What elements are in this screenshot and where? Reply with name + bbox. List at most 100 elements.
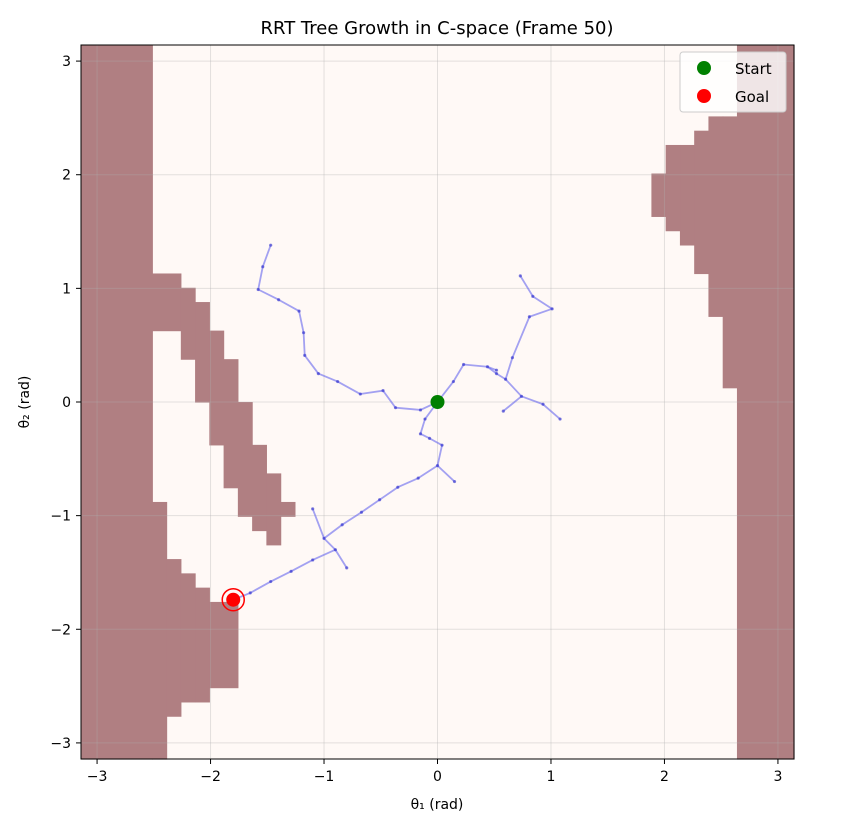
y-tick-label: −3 [50,736,71,752]
tree-edge [486,365,498,372]
tree-node [558,417,562,421]
tree-edge [359,389,384,395]
tree-edge [298,310,305,334]
obstacle-cell [665,144,681,232]
y-axis-label: θ₂ (rad) [17,376,33,429]
tree-node [393,406,398,410]
tree-node [494,371,499,376]
tree-edge [290,559,314,573]
tree-node [418,432,423,436]
obstacle-cell [708,116,724,317]
tree-edge [269,570,293,583]
tree-node [494,368,499,372]
y-tick-label: 0 [62,395,71,411]
obstacle-cell [209,330,225,446]
obstacle-region [81,45,795,760]
obstacle-cell [679,144,695,246]
goal-marker [226,592,241,607]
tree-node [427,436,432,440]
tree-node [418,408,423,412]
tree-edge [528,307,554,318]
tree-edge [504,356,514,381]
tree-edge [417,464,439,480]
tree-edge [436,464,456,483]
tree-node [416,476,420,480]
y-tick-label: −1 [50,509,71,525]
tree-node [451,379,455,384]
x-axis-ticks: −3 −2 −1 0 1 2 3 [87,759,782,785]
obstacle-cell [280,501,296,517]
start-marker [430,395,445,409]
tree-node [550,307,554,311]
legend-start-marker [697,61,711,75]
obstacle-cell [694,130,710,275]
y-axis-ticks: −3 −2 −1 0 1 2 3 [50,54,81,752]
obstacle-cell [722,116,738,389]
tree-edge [261,244,272,268]
tree-node [510,356,514,360]
grid-lines [81,45,794,759]
x-tick-label: −1 [314,769,335,785]
tree-node [423,417,427,421]
tree-node [269,243,273,247]
obstacle-cell [81,45,153,760]
tree-edge [302,331,306,357]
tree-edge [311,507,325,540]
tree-edge [360,498,381,514]
tree-edge [419,432,431,440]
tree-node [277,298,281,302]
tree-edge [323,523,344,540]
tree-node [261,265,265,269]
tree-node [381,389,385,393]
tree-node [248,591,252,595]
tree-edge [436,444,443,467]
obstacle-cell [209,601,239,689]
obstacle-cell [223,359,239,489]
tree-node [336,379,340,384]
tree-node [440,443,444,447]
tree-edge [520,395,544,406]
tree-edge [303,354,320,375]
tree-edge [394,406,422,411]
goal-ring [221,587,245,612]
tree-edge [542,403,561,420]
obstacle-cell [195,302,210,403]
tree-edge [323,537,337,551]
obstacle-cell [266,473,282,546]
x-tick-label: −2 [200,769,221,785]
tree-edge [519,274,534,298]
chart-title: RRT Tree Growth in C-space (Frame 50) [261,18,614,39]
tree-edge [317,372,339,383]
legend-goal-label: Goal [735,88,769,106]
tree-node [519,394,524,398]
tree-node [485,365,490,369]
x-tick-label: 1 [547,769,556,785]
tree-edge [462,363,489,368]
tree-edge [311,548,337,561]
tree-node [269,579,273,584]
tree-node [311,507,315,511]
markers [221,395,445,612]
obstacle-cell [166,559,182,717]
tree-node [359,510,364,514]
legend-goal-marker [697,89,711,103]
tree-edge [495,372,507,381]
tree-node [396,485,400,489]
tree-node [501,409,505,413]
obstacle-cell [252,444,267,532]
tree-edge [419,418,426,435]
tree-edge [257,265,264,291]
legend: Start Goal [679,51,787,113]
tree-edge [257,288,280,301]
tree-node [518,274,522,278]
x-axis-label: θ₁ (rad) [411,797,464,813]
tree-node [541,402,545,406]
tree-edge [531,295,554,310]
y-tick-label: 3 [62,54,71,70]
obstacle-cell [651,173,667,217]
obstacle-cell [152,273,182,332]
tree-edge [277,298,300,312]
tree-edge [334,548,348,569]
tree-edge [249,580,272,594]
x-tick-label: 2 [660,769,669,785]
